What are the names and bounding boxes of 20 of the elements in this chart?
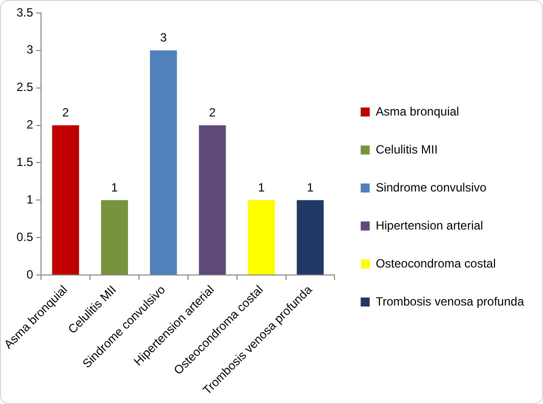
y-tick-label: 1 [26, 192, 34, 206]
data-label: 2 [62, 106, 70, 120]
legend-label: Hipertension arterial [376, 218, 484, 232]
legend-label: Asma bronquial [376, 104, 460, 118]
data-label: 1 [111, 180, 118, 194]
y-tick-label: 3 [26, 42, 34, 57]
data-label: 2 [209, 106, 216, 120]
y-tick-label: 0.5 [16, 230, 34, 244]
y-tick-label: 2 [26, 118, 34, 132]
data-label: 1 [306, 180, 314, 194]
legend-label: Celulitis MII [376, 142, 438, 156]
data-label: 1 [258, 180, 265, 194]
y-tick-label: 1.5 [16, 155, 34, 169]
data-label: 3 [160, 30, 168, 45]
legend-label: Osteocondroma costal [376, 256, 496, 270]
legend-label: Sindrome convulsivo [376, 180, 487, 194]
legend-label: Trombosis venosa profunda [376, 294, 524, 308]
y-tick-label: 2.5 [16, 80, 34, 94]
y-tick-label: 3.5 [16, 5, 34, 20]
y-tick-label: 0 [26, 267, 34, 282]
